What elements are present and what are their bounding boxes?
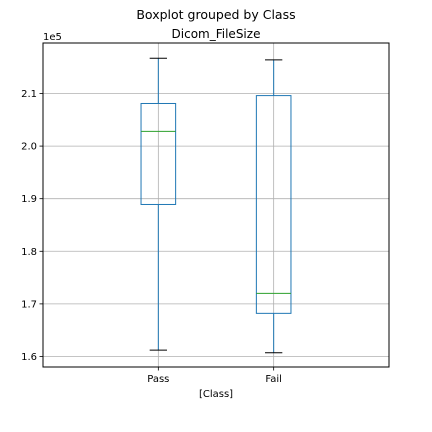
y-tick-label: 2.0 bbox=[21, 142, 37, 153]
y-tick-label: 1.8 bbox=[21, 247, 37, 258]
y-tick-label: 1.7 bbox=[21, 299, 37, 310]
x-tick-label: Fail bbox=[265, 374, 282, 385]
box-iqr bbox=[140, 102, 177, 205]
x-axis-label: [Class] bbox=[199, 389, 233, 400]
chart-suptitle: Boxplot grouped by Class bbox=[136, 7, 295, 22]
y-tick-label: 2.1 bbox=[21, 89, 37, 100]
y-offset-label: 1e5 bbox=[43, 32, 62, 43]
plot-frame bbox=[42, 42, 390, 368]
y-tick-label: 1.9 bbox=[21, 194, 37, 205]
y-tick-label: 1.6 bbox=[21, 352, 37, 363]
x-tick-label: Pass bbox=[147, 374, 169, 385]
box-iqr bbox=[255, 95, 292, 314]
chart-title: Dicom_FileSize bbox=[172, 27, 261, 41]
